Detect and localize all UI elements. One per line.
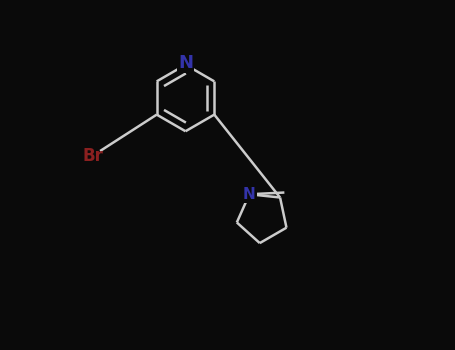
Text: N: N	[243, 187, 256, 202]
Text: Br: Br	[82, 147, 103, 165]
Text: N: N	[178, 54, 193, 72]
